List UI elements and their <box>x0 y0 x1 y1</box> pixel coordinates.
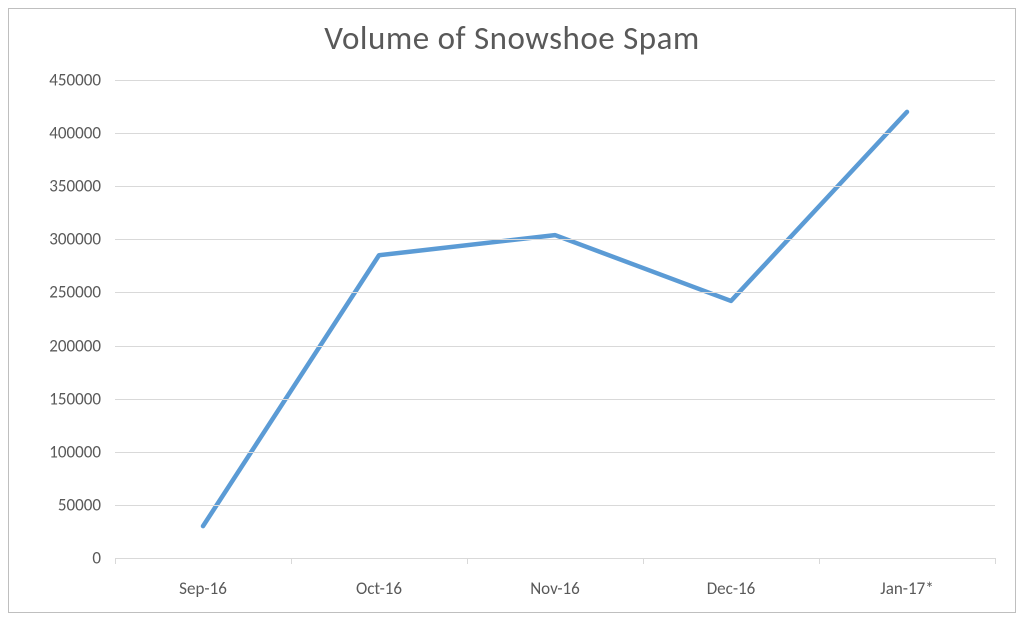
x-tick-label: Nov-16 <box>485 578 625 599</box>
x-tick-mark <box>291 558 292 564</box>
plot-area: 0500001000001500002000002500003000003500… <box>115 80 995 558</box>
y-tick-label: 150000 <box>1 388 101 409</box>
gridline <box>115 80 995 81</box>
y-tick-label: 200000 <box>1 335 101 356</box>
series-line <box>203 112 907 526</box>
line-series <box>115 80 995 558</box>
y-tick-label: 450000 <box>1 70 101 91</box>
gridline <box>115 186 995 187</box>
x-tick-mark <box>467 558 468 564</box>
gridline <box>115 558 995 559</box>
x-tick-label: Dec-16 <box>661 578 801 599</box>
x-tick-label: Jan-17* <box>837 578 977 599</box>
gridline <box>115 239 995 240</box>
y-tick-label: 350000 <box>1 176 101 197</box>
x-tick-mark <box>995 558 996 564</box>
gridline <box>115 505 995 506</box>
x-tick-label: Oct-16 <box>309 578 449 599</box>
chart-container: Volume of Snowshoe Spam 0500001000001500… <box>0 0 1024 621</box>
gridline <box>115 292 995 293</box>
y-tick-label: 100000 <box>1 441 101 462</box>
gridline <box>115 346 995 347</box>
y-tick-label: 400000 <box>1 123 101 144</box>
x-tick-mark <box>643 558 644 564</box>
x-tick-mark <box>115 558 116 564</box>
gridline <box>115 133 995 134</box>
x-tick-mark <box>819 558 820 564</box>
gridline <box>115 399 995 400</box>
y-tick-label: 0 <box>1 548 101 569</box>
gridline <box>115 452 995 453</box>
y-tick-label: 300000 <box>1 229 101 250</box>
y-tick-label: 250000 <box>1 282 101 303</box>
chart-title: Volume of Snowshoe Spam <box>0 18 1024 58</box>
y-tick-label: 50000 <box>1 494 101 515</box>
x-tick-label: Sep-16 <box>133 578 273 599</box>
